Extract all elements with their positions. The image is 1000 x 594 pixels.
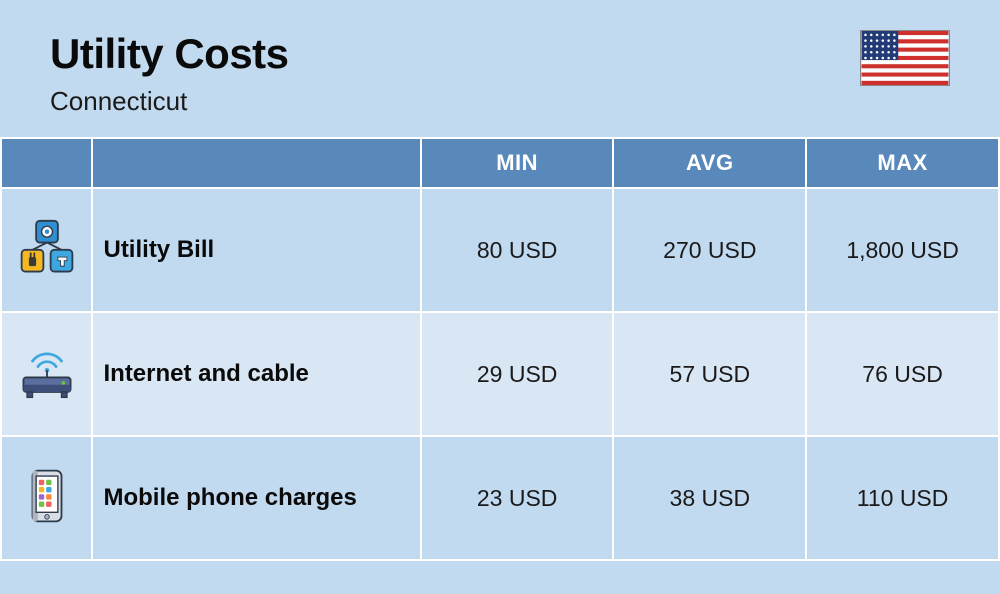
icon-cell	[2, 437, 91, 559]
table-row: Mobile phone charges23 USD38 USD110 USD	[2, 437, 998, 559]
min-cell: 23 USD	[422, 437, 613, 559]
label-cell: Mobile phone charges	[93, 437, 419, 559]
header-left: Utility Costs Connecticut	[50, 30, 289, 117]
table-row: Utility Bill80 USD270 USD1,800 USD	[2, 189, 998, 311]
avg-cell: 270 USD	[614, 189, 805, 311]
max-cell: 110 USD	[807, 437, 998, 559]
th-blank-icon	[2, 139, 91, 187]
usa-flag-icon	[860, 30, 950, 86]
max-cell: 76 USD	[807, 313, 998, 435]
header: Utility Costs Connecticut	[0, 0, 1000, 137]
min-cell: 29 USD	[422, 313, 613, 435]
th-avg: AVG	[614, 139, 805, 187]
th-max: MAX	[807, 139, 998, 187]
table-row: Internet and cable29 USD57 USD76 USD	[2, 313, 998, 435]
phone-icon	[18, 467, 76, 525]
th-blank-label	[93, 139, 419, 187]
table-body: Utility Bill80 USD270 USD1,800 USD Inter…	[2, 189, 998, 559]
page-root: Utility Costs Connecticut MIN AVG MAX	[0, 0, 1000, 594]
icon-cell	[2, 313, 91, 435]
router-icon	[18, 343, 76, 401]
th-min: MIN	[422, 139, 613, 187]
utility-icon	[18, 219, 76, 277]
label-cell: Utility Bill	[93, 189, 419, 311]
page-subtitle: Connecticut	[50, 86, 289, 117]
icon-cell	[2, 189, 91, 311]
table-header: MIN AVG MAX	[2, 139, 998, 187]
avg-cell: 38 USD	[614, 437, 805, 559]
costs-table: MIN AVG MAX Utility Bill80 USD270 USD1,8…	[0, 137, 1000, 561]
page-title: Utility Costs	[50, 30, 289, 78]
avg-cell: 57 USD	[614, 313, 805, 435]
label-cell: Internet and cable	[93, 313, 419, 435]
min-cell: 80 USD	[422, 189, 613, 311]
max-cell: 1,800 USD	[807, 189, 998, 311]
